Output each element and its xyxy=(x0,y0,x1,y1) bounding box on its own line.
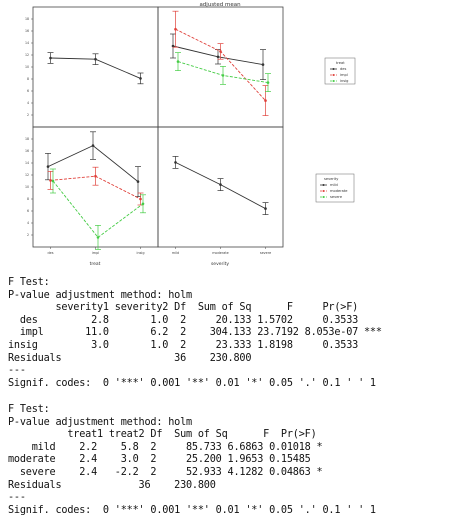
y-tick-label: 10 xyxy=(25,185,29,189)
legend-item-label: insig xyxy=(340,79,348,83)
data-point xyxy=(219,50,222,53)
x-tick-label: insig xyxy=(137,251,145,255)
y-tick-label: 2 xyxy=(27,233,29,237)
x-tick-label: severe xyxy=(260,251,271,255)
y-tick-label: 8 xyxy=(27,77,29,81)
data-point xyxy=(96,236,100,239)
legend-marker xyxy=(332,74,335,76)
x-tick-label: impl xyxy=(92,251,99,255)
x-tick-label: mild xyxy=(172,251,179,255)
data-point xyxy=(266,81,270,84)
data-point xyxy=(91,144,95,147)
legend-item-label: moderate xyxy=(330,189,348,193)
legend-item-label: des xyxy=(340,67,346,71)
x-tick-label: moderate xyxy=(212,251,229,255)
data-point xyxy=(94,57,97,61)
x-tick-label: des xyxy=(47,251,53,255)
y-tick-label: 8 xyxy=(27,197,29,201)
legend-marker xyxy=(332,80,335,82)
legend-item-label: mild xyxy=(330,183,338,187)
y-tick-label: 14 xyxy=(25,41,29,45)
ftest-output-treat: F Test: P-value adjustment method: holm … xyxy=(8,404,376,516)
data-point xyxy=(136,180,140,183)
legend-severity-title: severity xyxy=(324,177,339,181)
data-point xyxy=(264,99,267,102)
legend-treat-title: treat xyxy=(336,61,345,65)
data-point xyxy=(49,179,52,182)
data-point xyxy=(139,197,142,201)
data-point xyxy=(219,183,222,186)
data-point xyxy=(221,74,225,77)
y-tick-label: 14 xyxy=(25,161,29,165)
legend-marker xyxy=(322,184,325,186)
data-point xyxy=(94,174,97,178)
y-tick-label: 4 xyxy=(27,221,29,225)
y-tick-label: 6 xyxy=(27,209,29,213)
chart-marks: 2 4 6 8 10 12 14 16 18 2 4 6 8 10 12 14 16 18 des impl insig… xyxy=(25,10,271,255)
legend-item-label: impl xyxy=(340,73,348,77)
y-tick-label: 4 xyxy=(27,101,29,105)
legend-treat: treat des impl insig xyxy=(324,57,356,85)
data-point xyxy=(171,44,175,48)
y-tick-label: 12 xyxy=(25,173,29,177)
y-tick-label: 10 xyxy=(25,65,29,69)
legend-marker xyxy=(332,68,335,70)
interaction-plot-matrix: adjusted mean 2 4 6 8 10 12 14 16 18 2 4 6 8 10 12 14 16… xyxy=(24,2,356,267)
legend-item-label: severe xyxy=(330,195,343,199)
data-point xyxy=(141,202,145,206)
top-title: adjusted mean xyxy=(199,2,241,8)
data-point xyxy=(174,27,177,31)
y-tick-label: 2 xyxy=(27,113,29,117)
legend-marker xyxy=(322,190,325,192)
data-point xyxy=(51,179,55,183)
data-point xyxy=(174,161,177,164)
ftest-output-severity: F Test: P-value adjustment method: holm … xyxy=(8,277,382,389)
y-tick-label: 16 xyxy=(25,149,29,153)
data-point xyxy=(216,55,220,59)
data-point xyxy=(139,77,142,80)
y-tick-label: 18 xyxy=(25,17,29,21)
x-axis-label-treat: treat xyxy=(90,261,101,267)
x-axis-label-severity: severity xyxy=(211,261,229,267)
data-point xyxy=(49,56,52,60)
y-tick-label: 12 xyxy=(25,53,29,57)
data-point xyxy=(264,207,267,210)
y-tick-label: 6 xyxy=(27,89,29,93)
data-point xyxy=(46,165,50,168)
data-point xyxy=(261,63,265,66)
y-tick-label: 16 xyxy=(25,29,29,33)
data-point xyxy=(176,60,180,63)
y-tick-label: 18 xyxy=(25,137,29,141)
legend-marker xyxy=(322,196,325,198)
legend-severity: severity mild moderate severe xyxy=(315,173,355,203)
